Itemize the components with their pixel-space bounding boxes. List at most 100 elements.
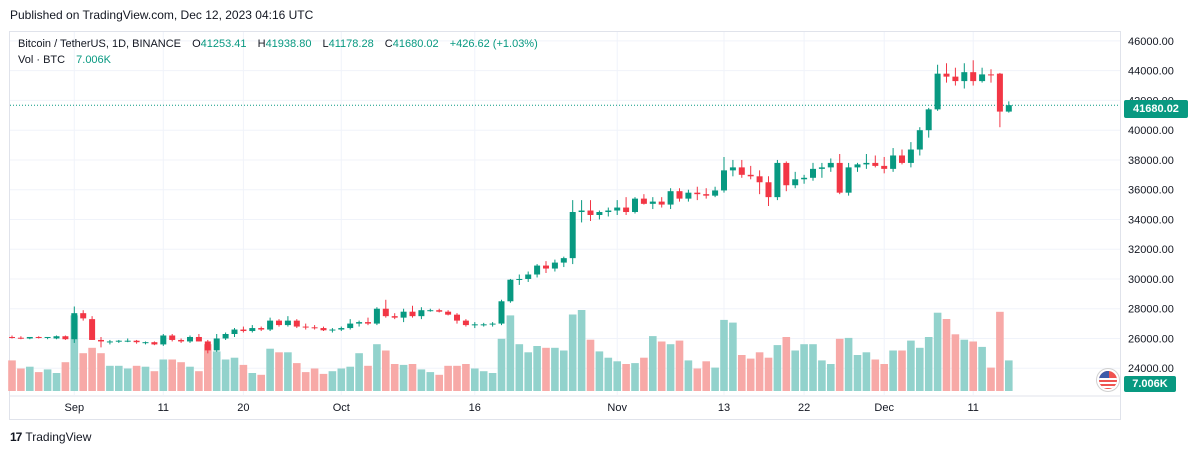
volume-bar (346, 366, 354, 391)
volume-bar (738, 355, 746, 391)
candle-body (471, 324, 478, 326)
volume-bar (622, 364, 630, 391)
volume-bar (168, 359, 176, 391)
volume-bar (115, 365, 123, 391)
candle-body (712, 190, 719, 196)
volume-bar (595, 351, 604, 391)
candle-body (863, 162, 870, 165)
candle-body (649, 201, 656, 204)
volume-bar (382, 350, 390, 391)
candle-body (436, 310, 443, 312)
us-flag-icon[interactable] (1097, 369, 1119, 391)
candle-body (480, 324, 487, 326)
volume-bar (604, 357, 613, 391)
candle-body (418, 310, 425, 317)
volume-bar (97, 353, 105, 391)
volume-bar (186, 366, 194, 391)
candle-body (356, 322, 363, 324)
volume-bar (835, 338, 844, 391)
volume-bar (195, 371, 203, 391)
x-tick-label: 11 (967, 402, 978, 414)
candle-body (160, 335, 167, 345)
candle-body (98, 339, 104, 342)
x-tick-label: 11 (158, 402, 169, 414)
candle-body (151, 342, 158, 345)
volume-label[interactable]: Vol · BTC (18, 54, 66, 66)
volume-bar (942, 319, 951, 391)
low-value: 41178.28 (328, 38, 374, 50)
volume-bars (8, 310, 1013, 391)
volume-bar (106, 365, 114, 391)
close-label: C (384, 38, 393, 50)
last-price-tag: 41680.02 (1124, 100, 1188, 118)
candle-body (320, 328, 327, 331)
volume-bar (764, 357, 773, 391)
volume-bar (399, 364, 408, 391)
open-label: O (192, 38, 201, 50)
x-tick-label: 13 (718, 402, 730, 414)
volume-bar (782, 337, 791, 391)
change-value: +426.62 (+1.03%) (449, 38, 538, 50)
volume-bar (916, 347, 924, 391)
candle-body (970, 72, 977, 82)
volume-bar (729, 322, 737, 391)
volume-bar (257, 374, 265, 391)
candle-body (907, 149, 914, 163)
candle-body (249, 328, 256, 332)
y-tick-label: 30000.00 (1128, 274, 1174, 286)
volume-bar (319, 373, 328, 391)
volume-bar (70, 315, 79, 391)
volume-bar (613, 361, 621, 391)
volume-bar (862, 352, 871, 391)
candle-body (569, 212, 576, 259)
volume-bar (720, 319, 728, 391)
volume-bar (827, 364, 835, 391)
candle-body (124, 340, 131, 342)
volume-bar (417, 369, 426, 391)
candle-body (694, 192, 701, 195)
volume-bar (221, 359, 230, 391)
volume-bar (533, 346, 541, 391)
volume-bar (479, 371, 488, 391)
volume-bar (996, 311, 1004, 391)
volume-bar (907, 340, 915, 391)
y-tick-label: 24000.00 (1128, 363, 1174, 375)
candle-body (516, 278, 523, 280)
time-axis: Sep 11 20 Oct 16 Nov 13 22 Dec 11 (65, 402, 979, 414)
candle-body (187, 336, 193, 342)
volume-bar (746, 358, 755, 391)
volume-bar (693, 368, 702, 391)
volume-bar (8, 360, 16, 391)
volume-bar (586, 339, 595, 391)
candle-body (62, 336, 69, 340)
candle-body (952, 76, 959, 82)
candle-body (827, 162, 834, 168)
candle-body (667, 191, 674, 205)
candle-body (810, 168, 816, 178)
candle-body (632, 198, 638, 213)
symbol-title[interactable]: Bitcoin / TetherUS, 1D, BINANCE (18, 38, 182, 50)
volume-bar (132, 365, 141, 391)
candle-body (169, 335, 176, 340)
candle-body (988, 74, 994, 76)
candle-body (338, 328, 345, 330)
volume-bar (844, 337, 853, 391)
tradingview-brand[interactable]: 17 TradingView (10, 430, 91, 444)
x-tick-label: 20 (237, 402, 249, 414)
candle-body (925, 109, 932, 131)
candle-body (783, 162, 790, 186)
volume-bar (177, 362, 185, 391)
candle-body (454, 314, 460, 321)
volume-bar (568, 314, 577, 391)
candle-body (231, 329, 238, 335)
price-axis: 24000.00 26000.00 28000.00 30000.00 32000.00… (1128, 36, 1174, 375)
candle-body (818, 167, 825, 169)
y-tick-label: 26000.00 (1128, 333, 1174, 345)
candle-body (845, 167, 852, 193)
candle-body (302, 326, 309, 328)
candle-body (658, 201, 665, 205)
volume-bar (675, 340, 684, 391)
candle-body (721, 170, 727, 191)
volume-bar (711, 367, 719, 391)
